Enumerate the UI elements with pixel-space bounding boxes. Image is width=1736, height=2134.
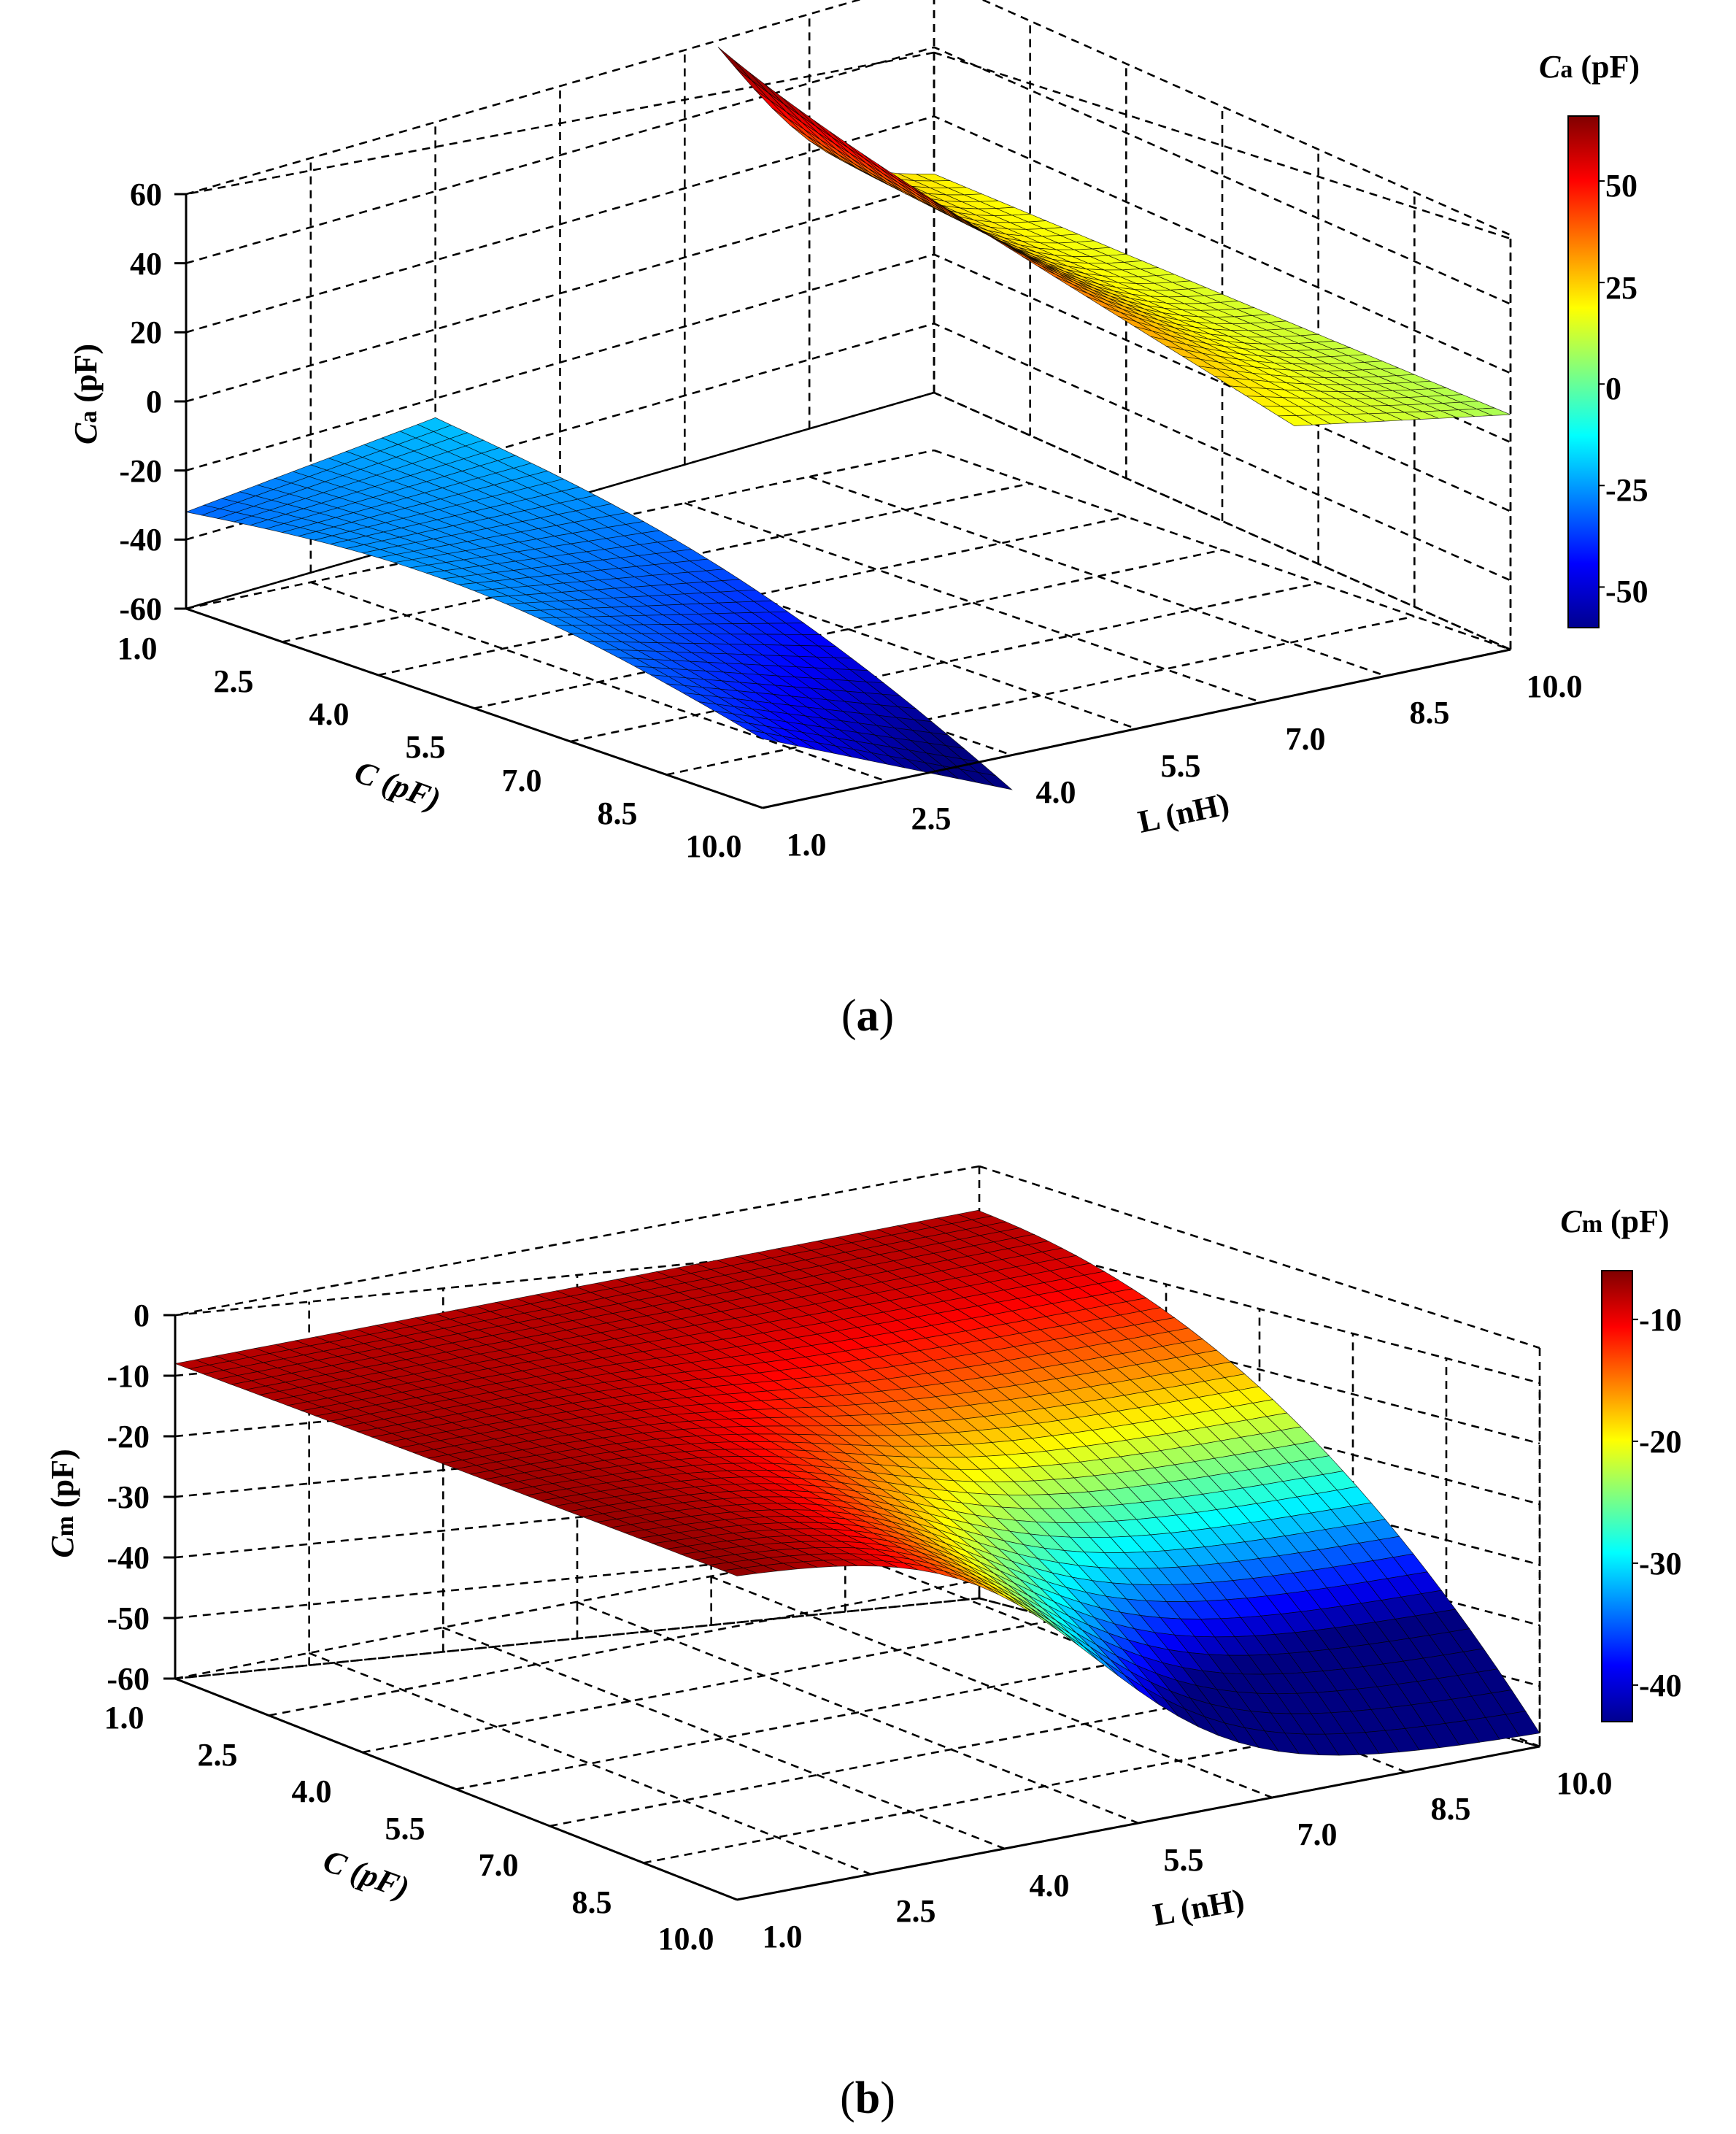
- z-tick-a-3: 0: [146, 384, 162, 420]
- y-tick-b-5: 8.5: [1431, 1791, 1471, 1827]
- x-axis-label-b: C (pF): [319, 1843, 414, 1906]
- chart-a: 60 40 20 0 -20 -40 -60 1.0 2.5 4.0 5.5 7…: [68, 0, 1648, 1041]
- z-tick-a-0: 60: [130, 177, 162, 212]
- grid-line-z: [185, 0, 1511, 236]
- x-tick-b-6: 10.0: [658, 1921, 714, 1957]
- colorbar-a-tick-0: 50: [1605, 168, 1637, 204]
- z-tick-a-1: 40: [130, 246, 162, 282]
- grid-line-floor: [933, 449, 1511, 651]
- z-tick-b-5: -50: [107, 1600, 150, 1636]
- x-tick-b-2: 4.0: [292, 1773, 332, 1809]
- grid-line-floor: [684, 502, 1262, 704]
- z-tick-b-4: -40: [107, 1540, 150, 1576]
- y-tick-labels-a: 1.0 2.5 4.0 5.5 7.0 8.5 10.0: [787, 669, 1583, 863]
- colorbar-b-tick-3: -40: [1639, 1668, 1682, 1703]
- grid-line-z: [185, 253, 1511, 512]
- x-tick-b-5: 8.5: [572, 1884, 612, 1920]
- caption-a: (a): [841, 991, 894, 1041]
- surface-b-cell: [722, 1567, 757, 1576]
- colorbar-a-tick-3: -25: [1605, 472, 1648, 508]
- surface-a-neg-cell: [746, 729, 781, 743]
- x-tick-labels-a: 1.0 2.5 4.0 5.5 7.0 8.5 10.0: [117, 631, 742, 864]
- chart-a-axes: [174, 193, 1511, 809]
- x-tick-a-0: 1.0: [117, 631, 158, 666]
- surface-a-pos-cell: [1277, 415, 1313, 426]
- y-tick-b-0: 1.0: [763, 1919, 803, 1954]
- y-tick-a-0: 1.0: [787, 827, 827, 863]
- x-tick-a-6: 10.0: [686, 828, 742, 864]
- y-tick-b-2: 4.0: [1030, 1868, 1070, 1903]
- z-tick-a-2: 20: [130, 315, 162, 350]
- colorbar-b-tick-2: -30: [1639, 1546, 1682, 1582]
- x-tick-b-0: 1.0: [104, 1700, 144, 1736]
- z-tick-a-5: -40: [119, 522, 162, 558]
- z-tick-b-6: -60: [107, 1661, 150, 1697]
- y-tick-b-3: 5.5: [1164, 1842, 1204, 1878]
- colorbar-a-tick-4: -50: [1605, 574, 1648, 609]
- grid-line-floor: [666, 615, 1415, 776]
- y-tick-a-1: 2.5: [911, 801, 952, 836]
- x-tick-a-4: 7.0: [502, 763, 542, 798]
- z-tick-a-6: -60: [119, 591, 162, 627]
- grid-line-z: [185, 46, 1511, 305]
- y-tick-a-4: 7.0: [1286, 721, 1326, 757]
- surface-a: [185, 47, 1511, 790]
- y-tick-b-4: 7.0: [1297, 1817, 1338, 1852]
- colorbar-b: Cm (pF) -10 -20 -30 -40: [1560, 1203, 1682, 1722]
- y-tick-labels-b: 1.0 2.5 4.0 5.5 7.0 8.5 10.0: [763, 1765, 1613, 1954]
- x-tick-b-1: 2.5: [198, 1737, 238, 1773]
- colorbar-b-bar: [1601, 1270, 1633, 1722]
- x-tick-a-5: 8.5: [598, 796, 638, 831]
- z-tick-labels-b: 0 -10 -20 -30 -40 -50 -60: [107, 1298, 150, 1697]
- grid-line-floor: [308, 1652, 871, 1876]
- colorbar-a: Ca (pF) 50 25 0 -25 -50: [1539, 49, 1648, 628]
- x-tick-b-4: 7.0: [479, 1847, 519, 1883]
- grid-line-floor: [570, 582, 1319, 743]
- colorbar-b-tick-0: -10: [1639, 1302, 1682, 1338]
- x-tick-a-2: 4.0: [309, 696, 350, 732]
- surface-a-pos-cell: [752, 80, 787, 112]
- chart-b-axes: [163, 1314, 1540, 1901]
- grid-line-floor: [474, 549, 1223, 709]
- z-tick-b-0: 0: [134, 1298, 150, 1333]
- z-tick-b-3: -30: [107, 1479, 150, 1515]
- colorbar-b-tick-1: -20: [1639, 1424, 1682, 1460]
- x-tick-a-1: 2.5: [214, 663, 254, 699]
- caption-b: (b): [840, 2073, 895, 2123]
- y-axis-label-b: L (nH): [1150, 1882, 1247, 1933]
- surface-b: [174, 1210, 1540, 1756]
- y-tick-b-6: 10.0: [1556, 1765, 1613, 1801]
- y-tick-a-2: 4.0: [1036, 774, 1076, 810]
- chart-b: 0 -10 -20 -30 -40 -50 -60 1.0 2.5 4.0 5.…: [45, 1165, 1682, 2123]
- z-tick-labels-a: 60 40 20 0 -20 -40 -60: [119, 177, 162, 627]
- colorbar-title-a: Ca (pF): [1539, 49, 1640, 85]
- y-tick-a-6: 10.0: [1527, 669, 1583, 704]
- z-tick-a-4: -20: [119, 453, 162, 489]
- grid-line-z: [185, 322, 1511, 582]
- z-tick-b-1: -10: [107, 1358, 150, 1394]
- grid-line-floor: [442, 1626, 1006, 1850]
- colorbar-a-tick-1: 25: [1605, 270, 1637, 306]
- z-tick-b-2: -20: [107, 1419, 150, 1455]
- x-tick-a-3: 5.5: [406, 729, 446, 765]
- grid-line-floor: [310, 581, 888, 783]
- grid-line-floor: [809, 475, 1386, 677]
- colorbar-a-bar: [1567, 115, 1600, 628]
- y-tick-b-1: 2.5: [896, 1893, 936, 1929]
- x-tick-b-3: 5.5: [385, 1811, 425, 1846]
- z-axis-label-b: Cm (pF): [45, 1449, 80, 1557]
- surface-a-pos-cell: [717, 47, 752, 81]
- y-tick-a-5: 8.5: [1410, 695, 1450, 731]
- grid-line-z: [185, 115, 1511, 374]
- colorbar-title-b: Cm (pF): [1560, 1203, 1669, 1239]
- y-tick-a-3: 5.5: [1161, 748, 1201, 784]
- colorbar-a-tick-2: 0: [1605, 371, 1621, 407]
- z-axis-label-a: Ca (pF): [68, 344, 104, 444]
- y-axis-label-a: L (nH): [1135, 786, 1232, 840]
- x-tick-labels-b: 1.0 2.5 4.0 5.5 7.0 8.5 10.0: [104, 1700, 714, 1957]
